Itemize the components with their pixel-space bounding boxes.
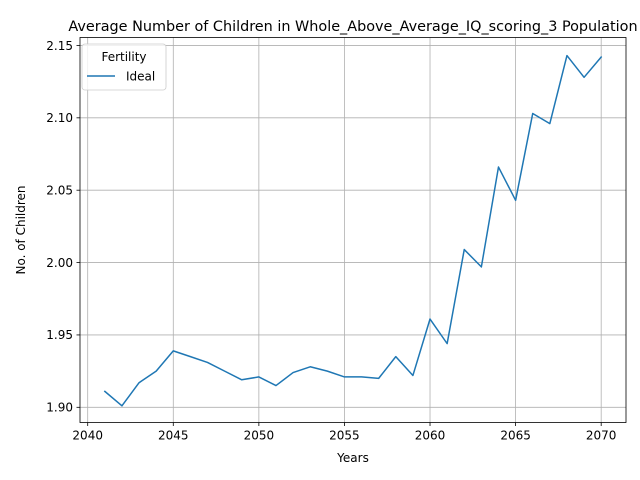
chart-title: Average Number of Children in Whole_Abov… — [68, 19, 637, 35]
y-tick-label: 2.05 — [46, 183, 73, 197]
series-line-ideal — [103, 54, 603, 407]
x-tick-label: 2045 — [158, 429, 189, 443]
y-axis: 1.90 1.95 2.00 2.05 2.10 2.15 — [46, 39, 80, 415]
y-tick-label: 2.15 — [46, 39, 73, 53]
series-layer — [103, 54, 603, 407]
x-tick-label: 2060 — [415, 429, 446, 443]
grid — [80, 37, 626, 423]
y-tick-label: 1.95 — [46, 328, 73, 342]
x-axis: 2040 2045 2050 2055 2060 2065 2070 — [72, 422, 617, 443]
x-tick-label: 2040 — [72, 429, 103, 443]
legend-title: Fertility — [101, 50, 146, 64]
x-tick-label: 2050 — [244, 429, 275, 443]
x-axis-label: Years — [336, 451, 369, 465]
y-tick-label: 2.10 — [46, 111, 73, 125]
y-tick-label: 2.00 — [46, 256, 73, 270]
y-tick-label: 1.90 — [46, 401, 73, 415]
legend-label-ideal: Ideal — [126, 70, 155, 84]
x-tick-label: 2055 — [329, 429, 360, 443]
x-tick-label: 2065 — [500, 429, 531, 443]
legend: Fertility Ideal — [81, 43, 167, 91]
x-tick-label: 2070 — [586, 429, 617, 443]
plot-frame — [79, 37, 627, 423]
y-axis-label: No. of Children — [14, 185, 28, 274]
legend-box — [81, 43, 167, 91]
